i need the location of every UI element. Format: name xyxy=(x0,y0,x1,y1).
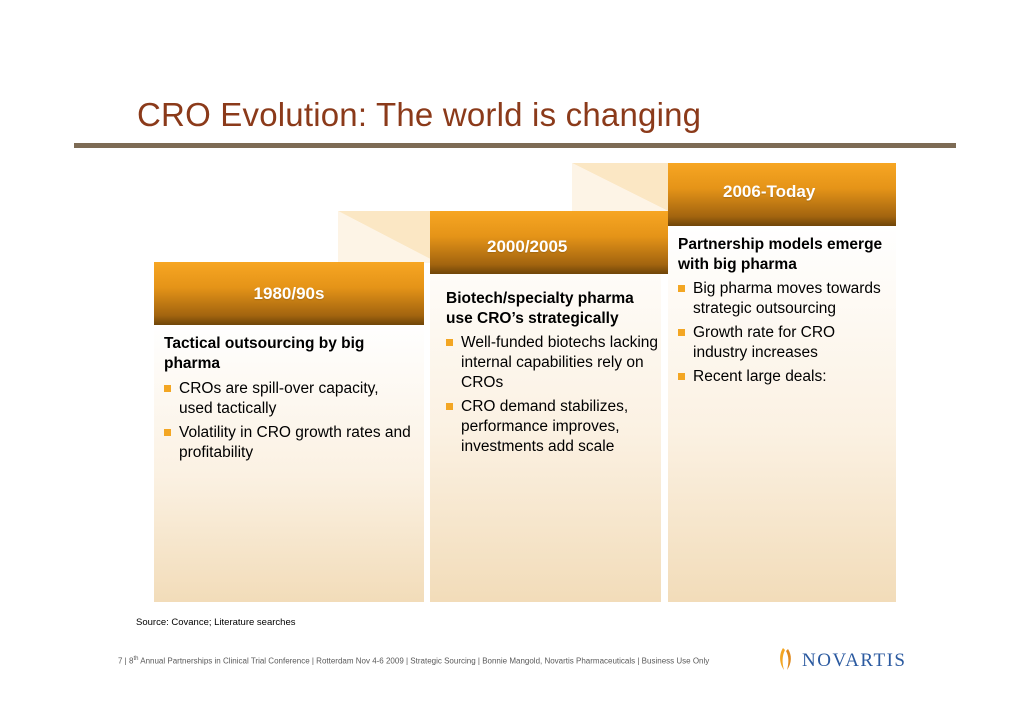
list-item: Volatility in CRO growth rates and profi… xyxy=(164,423,414,463)
footer-text: Annual Partnerships in Clinical Trial Co… xyxy=(138,656,710,666)
bullet-text: Big pharma moves towards strategic outso… xyxy=(693,280,881,317)
era-content-2: Biotech/specialty pharma use CRO’s strat… xyxy=(446,289,661,461)
era-label-3: 2006-Today xyxy=(723,182,816,201)
era-band-2: 2000/2005 xyxy=(430,211,668,274)
era-band-3: 2006-Today xyxy=(668,163,896,226)
era-bullets-2: Well-funded biotechs lacking internal ca… xyxy=(446,333,661,457)
list-item: Recent large deals: xyxy=(678,367,888,387)
bullet-text: Recent large deals: xyxy=(693,368,827,385)
footer: 7 | 8th Annual Partnerships in Clinical … xyxy=(118,656,710,666)
bullet-text: Well-funded biotechs lacking internal ca… xyxy=(461,334,659,391)
footer-ordinal: 8 xyxy=(128,656,134,666)
bullet-text: Growth rate for CRO industry increases xyxy=(693,324,836,361)
square-bullet-icon xyxy=(446,339,453,346)
square-bullet-icon xyxy=(678,329,685,336)
era-panel-2 xyxy=(430,226,661,602)
slide-title: CRO Evolution: The world is changing xyxy=(137,96,702,133)
era-heading-1: Tactical outsourcing by big pharma xyxy=(164,335,365,372)
list-item: Well-funded biotechs lacking internal ca… xyxy=(446,333,661,393)
list-item: CROs are spill-over capacity, used tacti… xyxy=(164,379,414,419)
logo-wordmark: NOVARTIS xyxy=(802,650,907,671)
square-bullet-icon xyxy=(678,373,685,380)
novartis-logo: NOVARTIS xyxy=(776,646,907,677)
era-content-1: Tactical outsourcing by big pharma CROs … xyxy=(164,334,414,467)
step-connector-2 xyxy=(572,163,672,213)
square-bullet-icon xyxy=(164,385,171,392)
square-bullet-icon xyxy=(164,429,171,436)
page-number: 7 xyxy=(118,656,123,666)
era-panel-1 xyxy=(154,323,424,602)
title-rule xyxy=(74,143,956,148)
era-band-1: 1980/90s xyxy=(154,262,424,325)
era-heading-3: Partnership models emerge with big pharm… xyxy=(678,236,883,273)
source-note: Source: Covance; Literature searches xyxy=(136,617,296,628)
square-bullet-icon xyxy=(446,403,453,410)
bullet-text: CROs are spill-over capacity, used tacti… xyxy=(179,380,379,417)
era-label-1: 1980/90s xyxy=(253,284,325,303)
era-label-2: 2000/2005 xyxy=(487,237,568,256)
era-bullets-3: Big pharma moves towards strategic outso… xyxy=(678,279,888,387)
era-content-3: Partnership models emerge with big pharm… xyxy=(678,235,888,391)
era-bullets-1: CROs are spill-over capacity, used tacti… xyxy=(164,379,414,463)
bullet-text: CRO demand stabilizes, performance impro… xyxy=(461,398,629,455)
list-item: Big pharma moves towards strategic outso… xyxy=(678,279,888,319)
era-heading-2: Biotech/specialty pharma use CRO’s strat… xyxy=(446,290,634,327)
bullet-text: Volatility in CRO growth rates and profi… xyxy=(179,424,411,461)
list-item: Growth rate for CRO industry increases xyxy=(678,323,888,363)
footer-ordinal-suffix: th xyxy=(133,656,139,662)
era-panel-3 xyxy=(668,226,896,602)
step-connector-1 xyxy=(338,211,438,263)
square-bullet-icon xyxy=(678,285,685,292)
flame-icon xyxy=(776,646,796,677)
list-item: CRO demand stabilizes, performance impro… xyxy=(446,397,661,457)
